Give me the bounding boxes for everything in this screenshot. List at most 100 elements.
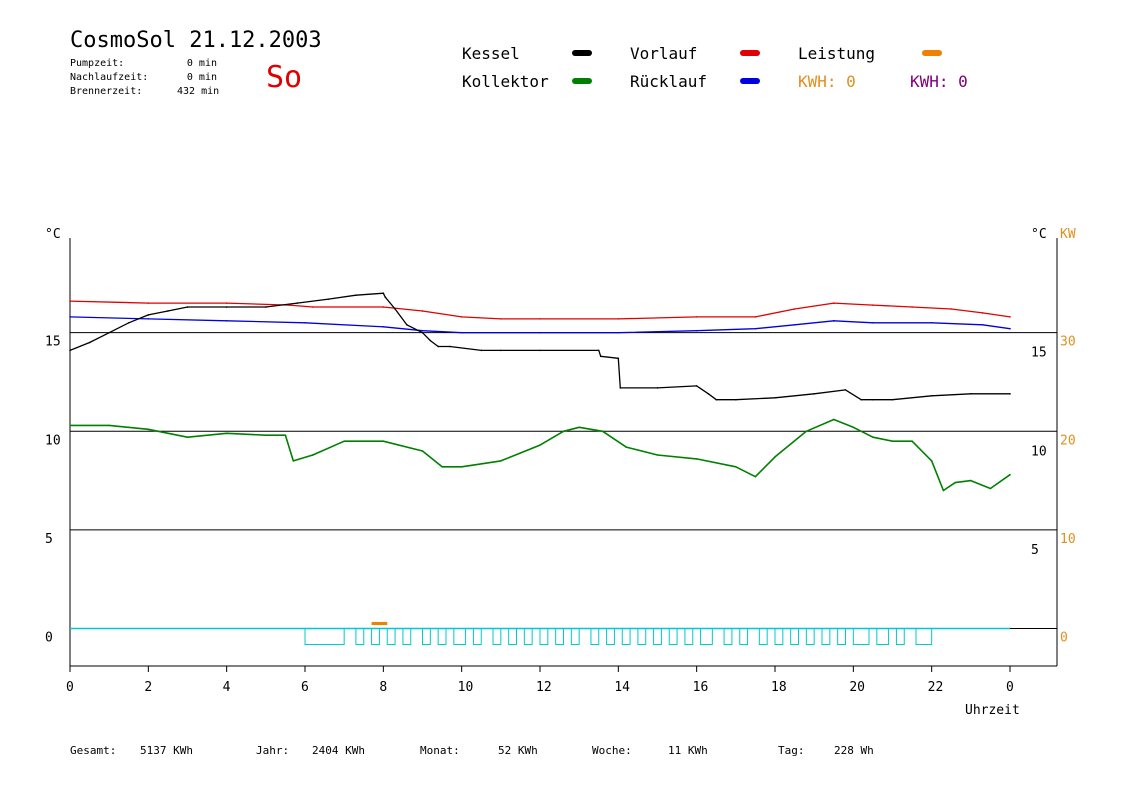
series-point-2-18 bbox=[437, 345, 439, 348]
x-axis-title: Uhrzeit bbox=[965, 703, 1020, 718]
legend-swatch-kollektor bbox=[572, 78, 592, 84]
series-point-2-7 bbox=[225, 306, 228, 308]
pump-block-0 bbox=[304, 628, 345, 646]
series-point-3-3 bbox=[186, 436, 189, 439]
footer-value-gesamt: 5137 KWh bbox=[140, 744, 193, 757]
info-value-nachlaufzeit: 0 min bbox=[186, 72, 217, 83]
x-tick-label-5: 10 bbox=[458, 680, 474, 695]
series-point-2-13 bbox=[384, 296, 387, 298]
series-point-2-27 bbox=[656, 387, 659, 389]
series-point-3-36 bbox=[1009, 473, 1011, 476]
pump-activity-track bbox=[70, 622, 1010, 646]
series-point-3-25 bbox=[805, 430, 808, 433]
series-point-0-19 bbox=[1009, 316, 1011, 318]
series-point-3-19 bbox=[625, 446, 627, 448]
legend-label-vorlauf: Vorlauf bbox=[630, 44, 698, 63]
pump-block-28 bbox=[805, 628, 815, 646]
pump-block-21 bbox=[684, 628, 694, 646]
series-point-3-16 bbox=[562, 430, 565, 433]
series-point-0-1 bbox=[147, 302, 150, 304]
series-point-3-8 bbox=[312, 454, 314, 456]
series-point-3-7 bbox=[292, 460, 295, 462]
footer-value-woche: 11 KWh bbox=[668, 744, 708, 757]
pump-block-13 bbox=[555, 628, 565, 646]
series-point-3-23 bbox=[754, 475, 757, 478]
info-label-nachlaufzeit: Nachlaufzeit: bbox=[70, 72, 149, 83]
y-right-tick-label-2: 5 bbox=[1031, 543, 1039, 558]
series-point-0-7 bbox=[460, 316, 463, 318]
chart-series bbox=[69, 292, 1011, 492]
series-point-0-10 bbox=[617, 318, 620, 320]
legend-swatch-kessel bbox=[572, 50, 592, 56]
series-point-3-0 bbox=[69, 424, 71, 427]
series-point-2-8 bbox=[265, 306, 267, 308]
legend-swatch-vorlauf bbox=[740, 50, 760, 56]
series-line-vorlauf bbox=[69, 300, 1011, 320]
series-point-0-17 bbox=[950, 308, 953, 310]
pump-block-2 bbox=[371, 628, 380, 646]
pump-block-8 bbox=[472, 628, 482, 646]
series-point-3-18 bbox=[601, 430, 604, 433]
series-point-3-6 bbox=[284, 434, 287, 437]
x-tick-label-0: 0 bbox=[66, 680, 74, 695]
footer-label-tag: Tag: bbox=[778, 744, 805, 757]
series-point-2-29 bbox=[707, 393, 710, 395]
chart-ticks bbox=[69, 666, 1011, 672]
series-point-2-12 bbox=[382, 292, 385, 295]
info-value-pumpzeit: 0 min bbox=[186, 58, 217, 69]
series-point-1-8 bbox=[617, 331, 620, 334]
series-point-2-40 bbox=[1009, 393, 1011, 395]
y-right-tick-label-1: 10 bbox=[1031, 444, 1047, 459]
info-label-brennerzeit: Brennerzeit: bbox=[70, 86, 143, 97]
series-point-3-13 bbox=[460, 465, 463, 468]
series-point-1-16 bbox=[1009, 327, 1011, 330]
series-point-2-28 bbox=[695, 385, 698, 387]
chart-grid bbox=[70, 332, 1057, 630]
series-point-0-12 bbox=[754, 316, 757, 318]
series-point-1-7 bbox=[539, 331, 541, 334]
pump-block-10 bbox=[508, 628, 517, 646]
pump-block-14 bbox=[570, 628, 580, 646]
series-point-0-9 bbox=[539, 318, 541, 320]
y-power-tick-label-1: 20 bbox=[1060, 433, 1076, 448]
y-left-tick-label-1: 10 bbox=[45, 433, 61, 448]
series-point-2-36 bbox=[872, 398, 874, 401]
series-point-2-14 bbox=[394, 308, 396, 310]
series-point-0-0 bbox=[69, 300, 71, 302]
y-axis-left-unit: °C bbox=[45, 227, 61, 242]
series-point-3-22 bbox=[735, 465, 737, 468]
series-point-3-31 bbox=[930, 460, 933, 462]
series-point-2-19 bbox=[449, 345, 451, 348]
pump-block-33 bbox=[895, 628, 905, 646]
footer-label-woche: Woche: bbox=[592, 744, 632, 757]
footer-value-jahr: 2404 KWh bbox=[312, 744, 365, 757]
series-point-0-5 bbox=[382, 306, 385, 308]
series-point-1-6 bbox=[460, 331, 463, 334]
legend-swatch-leistung bbox=[922, 50, 942, 56]
series-point-3-33 bbox=[954, 481, 956, 484]
series-point-1-14 bbox=[930, 322, 933, 324]
y-power-tick-label-2: 10 bbox=[1060, 532, 1076, 547]
series-point-1-2 bbox=[225, 320, 228, 322]
series-point-2-33 bbox=[813, 393, 815, 395]
series-point-3-26 bbox=[832, 418, 835, 421]
series-point-0-16 bbox=[911, 306, 913, 308]
series-point-3-11 bbox=[421, 450, 424, 452]
series-point-2-17 bbox=[429, 339, 432, 342]
series-point-1-9 bbox=[695, 329, 698, 332]
series-point-0-14 bbox=[832, 302, 835, 304]
series-point-3-5 bbox=[265, 434, 267, 437]
series-point-3-9 bbox=[343, 440, 345, 442]
y-axis-right-unit: °C bbox=[1031, 227, 1047, 242]
series-point-1-12 bbox=[832, 320, 835, 322]
x-tick-label-2: 4 bbox=[223, 680, 231, 695]
x-tick-label-4: 8 bbox=[379, 680, 387, 695]
series-point-0-13 bbox=[793, 308, 796, 310]
series-point-0-8 bbox=[500, 318, 502, 320]
pump-block-32 bbox=[876, 628, 890, 646]
series-point-3-12 bbox=[441, 465, 443, 468]
series-point-3-2 bbox=[147, 428, 150, 431]
series-point-2-1 bbox=[88, 341, 91, 344]
series-point-2-15 bbox=[406, 323, 408, 326]
